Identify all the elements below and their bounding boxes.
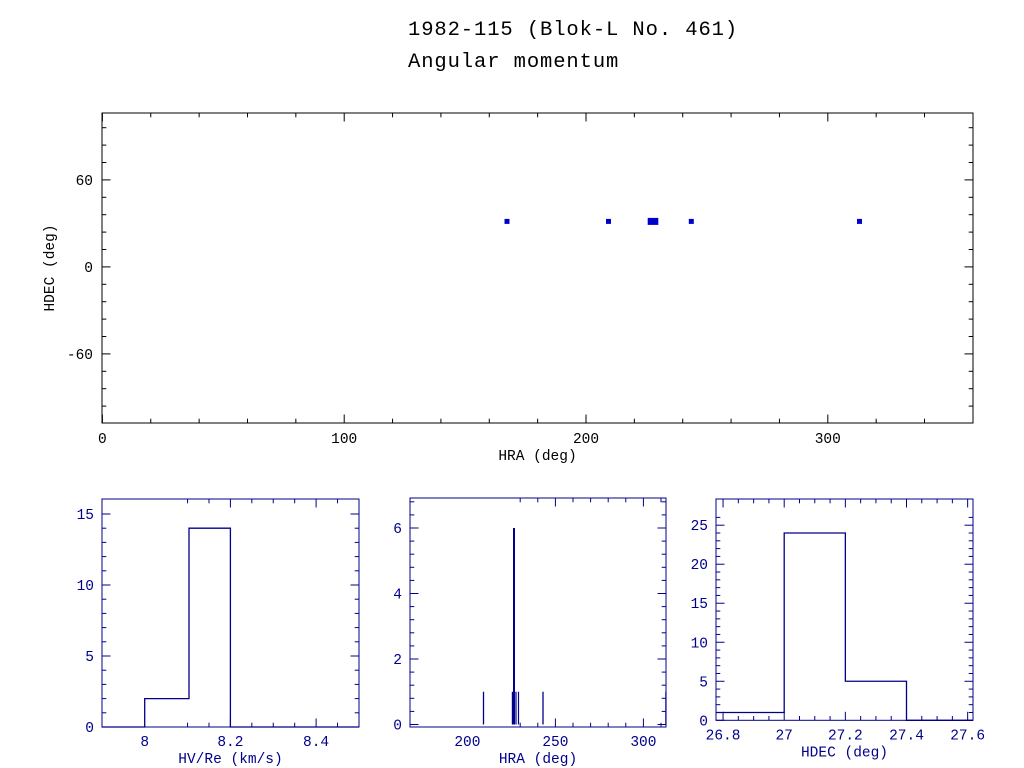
svg-text:4: 4 — [393, 588, 402, 604]
svg-text:0: 0 — [699, 714, 708, 730]
svg-text:-60: -60 — [67, 348, 93, 364]
svg-text:HV/Re (km/s): HV/Re (km/s) — [178, 752, 282, 768]
svg-text:15: 15 — [691, 597, 708, 613]
svg-text:27.4: 27.4 — [889, 728, 924, 744]
svg-text:8.2: 8.2 — [217, 735, 243, 751]
svg-text:8: 8 — [140, 735, 149, 751]
svg-text:25: 25 — [691, 519, 708, 535]
svg-text:5: 5 — [85, 650, 94, 666]
svg-text:0: 0 — [98, 432, 107, 448]
svg-text:2: 2 — [393, 653, 402, 669]
svg-text:200: 200 — [573, 432, 599, 448]
svg-text:100: 100 — [331, 432, 357, 448]
svg-text:26.8: 26.8 — [706, 728, 741, 744]
svg-text:300: 300 — [815, 432, 841, 448]
svg-text:8.4: 8.4 — [303, 735, 329, 751]
svg-text:5: 5 — [699, 675, 708, 691]
svg-text:250: 250 — [542, 735, 568, 751]
svg-text:10: 10 — [77, 579, 94, 595]
svg-text:27.6: 27.6 — [950, 728, 985, 744]
svg-text:Angular momentum: Angular momentum — [408, 51, 619, 74]
svg-text:10: 10 — [691, 636, 708, 652]
svg-text:15: 15 — [77, 508, 94, 524]
svg-text:27: 27 — [775, 728, 792, 744]
svg-text:60: 60 — [76, 174, 93, 190]
svg-text:300: 300 — [630, 735, 656, 751]
svg-text:6: 6 — [393, 522, 402, 538]
svg-text:HDEC (deg): HDEC (deg) — [43, 224, 59, 311]
svg-text:1982-115 (Blok-L No. 461): 1982-115 (Blok-L No. 461) — [408, 19, 738, 42]
svg-text:0: 0 — [85, 721, 94, 737]
svg-text:0: 0 — [393, 719, 402, 735]
svg-text:HDEC (deg): HDEC (deg) — [801, 745, 888, 761]
svg-text:27.2: 27.2 — [828, 728, 863, 744]
svg-text:20: 20 — [691, 558, 708, 574]
svg-text:0: 0 — [84, 261, 93, 277]
svg-text:HRA (deg): HRA (deg) — [499, 752, 577, 768]
svg-text:HRA (deg): HRA (deg) — [498, 449, 576, 465]
svg-text:200: 200 — [454, 735, 480, 751]
